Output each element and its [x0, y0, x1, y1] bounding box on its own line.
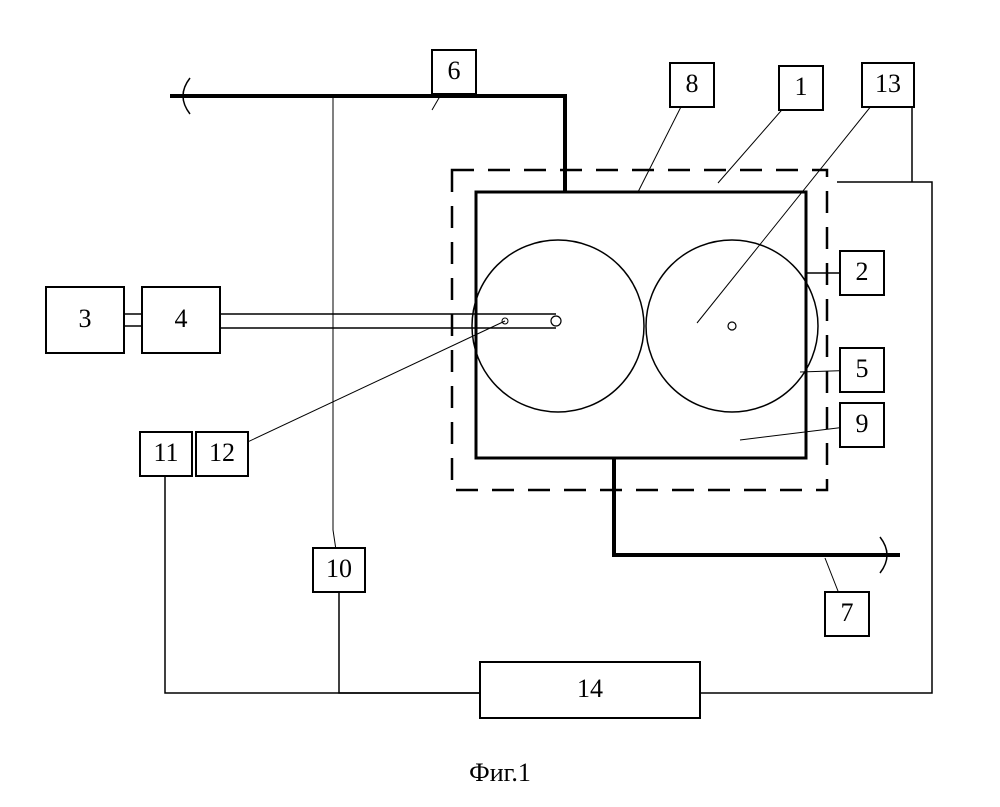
label-text-7: 7: [841, 598, 854, 627]
chamber-rect: [476, 192, 806, 458]
label-text-13: 13: [875, 69, 901, 98]
label-text-2: 2: [856, 257, 869, 286]
label-text-9: 9: [856, 409, 869, 438]
outer-dashed-boundary: [452, 170, 827, 490]
label-text-8: 8: [686, 69, 699, 98]
label-text-1: 1: [795, 72, 808, 101]
figure-caption: Фиг.1: [469, 758, 531, 787]
label-text-3: 3: [79, 304, 92, 333]
leader-10: [333, 96, 350, 570]
wire-right: [700, 182, 932, 693]
diagram-canvas: 1234567891011121314Фиг.1: [0, 0, 1000, 807]
label-text-12: 12: [209, 438, 235, 467]
label-text-10: 10: [326, 554, 352, 583]
outlet-pipe: [614, 458, 900, 555]
label-text-6: 6: [448, 56, 461, 85]
rotor-right-center: [728, 322, 736, 330]
leader-12: [222, 321, 505, 454]
label-text-4: 4: [175, 304, 188, 333]
inlet-pipe: [170, 96, 565, 192]
label-text-14: 14: [577, 674, 603, 703]
shaft-tip: [551, 316, 561, 326]
label-text-5: 5: [856, 354, 869, 383]
label-text-11: 11: [153, 438, 178, 467]
